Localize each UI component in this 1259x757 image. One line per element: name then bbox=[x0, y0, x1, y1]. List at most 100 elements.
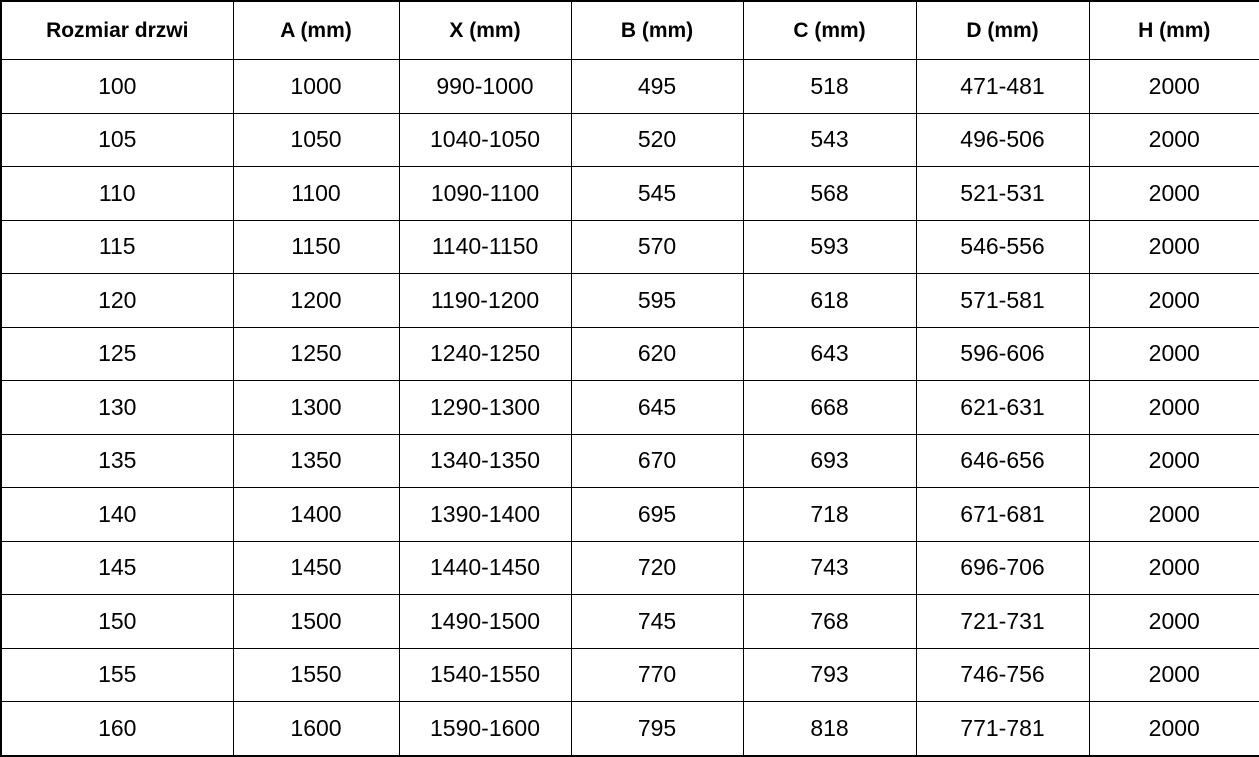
table-cell: 160 bbox=[0, 701, 234, 757]
table-cell: 1500 bbox=[232, 594, 400, 649]
table-cell: 2000 bbox=[1088, 433, 1259, 488]
table-cell: 720 bbox=[570, 540, 744, 595]
table-cell: 2000 bbox=[1088, 273, 1259, 328]
table-cell: 1040-1050 bbox=[398, 112, 572, 167]
table-row: 140 1400 1390-1400 695 718 671-681 2000 bbox=[0, 487, 1259, 542]
table-cell: 546-556 bbox=[915, 219, 1090, 274]
table-cell: 1100 bbox=[232, 166, 400, 221]
table-cell: 2000 bbox=[1088, 487, 1259, 542]
table-cell: 770 bbox=[570, 647, 744, 702]
table-cell: 140 bbox=[0, 487, 234, 542]
table-cell: 115 bbox=[0, 219, 234, 274]
table-cell: 571-581 bbox=[915, 273, 1090, 328]
table-cell: 646-656 bbox=[915, 433, 1090, 488]
table-cell: 2000 bbox=[1088, 59, 1259, 114]
table-cell: 1150 bbox=[232, 219, 400, 274]
table-cell: 2000 bbox=[1088, 326, 1259, 381]
table-row: 135 1350 1340-1350 670 693 646-656 2000 bbox=[0, 433, 1259, 488]
table-cell: 2000 bbox=[1088, 594, 1259, 649]
table-cell: 745 bbox=[570, 594, 744, 649]
table-cell: 125 bbox=[0, 326, 234, 381]
table-cell: 145 bbox=[0, 540, 234, 595]
table-cell: 100 bbox=[0, 59, 234, 114]
table-cell: 670 bbox=[570, 433, 744, 488]
table-cell: 1190-1200 bbox=[398, 273, 572, 328]
table-row: 105 1050 1040-1050 520 543 496-506 2000 bbox=[0, 112, 1259, 167]
table-cell: 743 bbox=[742, 540, 917, 595]
table-cell: 1450 bbox=[232, 540, 400, 595]
table-cell: 721-731 bbox=[915, 594, 1090, 649]
table-cell: 2000 bbox=[1088, 380, 1259, 435]
table-cell: 643 bbox=[742, 326, 917, 381]
column-header: A (mm) bbox=[232, 0, 400, 60]
column-header: X (mm) bbox=[398, 0, 572, 60]
table-cell: 130 bbox=[0, 380, 234, 435]
table-cell: 155 bbox=[0, 647, 234, 702]
table-cell: 1200 bbox=[232, 273, 400, 328]
table-cell: 120 bbox=[0, 273, 234, 328]
table-cell: 1540-1550 bbox=[398, 647, 572, 702]
table-cell: 1440-1450 bbox=[398, 540, 572, 595]
table-cell: 818 bbox=[742, 701, 917, 757]
table-header-row: Rozmiar drzwi A (mm) X (mm) B (mm) C (mm) D (… bbox=[0, 0, 1259, 60]
table-body: 100 1000 990-1000 495 518 471-481 2000 105 1050 1… bbox=[0, 59, 1259, 757]
table-cell: 2000 bbox=[1088, 219, 1259, 274]
table-cell: 746-756 bbox=[915, 647, 1090, 702]
table-cell: 1350 bbox=[232, 433, 400, 488]
table-cell: 768 bbox=[742, 594, 917, 649]
table-cell: 596-606 bbox=[915, 326, 1090, 381]
table-cell: 520 bbox=[570, 112, 744, 167]
column-header: H (mm) bbox=[1088, 0, 1259, 60]
table-cell: 718 bbox=[742, 487, 917, 542]
table-cell: 568 bbox=[742, 166, 917, 221]
table-cell: 618 bbox=[742, 273, 917, 328]
table-cell: 1600 bbox=[232, 701, 400, 757]
table-cell: 595 bbox=[570, 273, 744, 328]
table-cell: 495 bbox=[570, 59, 744, 114]
table-cell: 1290-1300 bbox=[398, 380, 572, 435]
table-row: 120 1200 1190-1200 595 618 571-581 2000 bbox=[0, 273, 1259, 328]
table-cell: 1590-1600 bbox=[398, 701, 572, 757]
table-cell: 771-781 bbox=[915, 701, 1090, 757]
table-cell: 795 bbox=[570, 701, 744, 757]
table-cell: 545 bbox=[570, 166, 744, 221]
table-cell: 518 bbox=[742, 59, 917, 114]
table-row: 115 1150 1140-1150 570 593 546-556 2000 bbox=[0, 219, 1259, 274]
table-row: 150 1500 1490-1500 745 768 721-731 2000 bbox=[0, 594, 1259, 649]
table-cell: 471-481 bbox=[915, 59, 1090, 114]
table-cell: 1390-1400 bbox=[398, 487, 572, 542]
table-cell: 1340-1350 bbox=[398, 433, 572, 488]
table-cell: 2000 bbox=[1088, 166, 1259, 221]
table-cell: 1000 bbox=[232, 59, 400, 114]
table-cell: 135 bbox=[0, 433, 234, 488]
table-cell: 668 bbox=[742, 380, 917, 435]
table-cell: 150 bbox=[0, 594, 234, 649]
table-cell: 1140-1150 bbox=[398, 219, 572, 274]
table-row: 110 1100 1090-1100 545 568 521-531 2000 bbox=[0, 166, 1259, 221]
column-header: Rozmiar drzwi bbox=[0, 0, 234, 60]
table-cell: 543 bbox=[742, 112, 917, 167]
table-cell: 1250 bbox=[232, 326, 400, 381]
table-cell: 693 bbox=[742, 433, 917, 488]
table-cell: 105 bbox=[0, 112, 234, 167]
table-cell: 793 bbox=[742, 647, 917, 702]
table-cell: 2000 bbox=[1088, 701, 1259, 757]
column-header: C (mm) bbox=[742, 0, 917, 60]
table-cell: 2000 bbox=[1088, 647, 1259, 702]
table-cell: 2000 bbox=[1088, 112, 1259, 167]
table-cell: 1090-1100 bbox=[398, 166, 572, 221]
table-cell: 1300 bbox=[232, 380, 400, 435]
table-row: 145 1450 1440-1450 720 743 696-706 2000 bbox=[0, 540, 1259, 595]
table-row: 130 1300 1290-1300 645 668 621-631 2000 bbox=[0, 380, 1259, 435]
table-cell: 620 bbox=[570, 326, 744, 381]
table-cell: 496-506 bbox=[915, 112, 1090, 167]
table-row: 155 1550 1540-1550 770 793 746-756 2000 bbox=[0, 647, 1259, 702]
table-cell: 570 bbox=[570, 219, 744, 274]
table-cell: 2000 bbox=[1088, 540, 1259, 595]
column-header: D (mm) bbox=[915, 0, 1090, 60]
table-cell: 696-706 bbox=[915, 540, 1090, 595]
table-cell: 521-531 bbox=[915, 166, 1090, 221]
table-cell: 671-681 bbox=[915, 487, 1090, 542]
